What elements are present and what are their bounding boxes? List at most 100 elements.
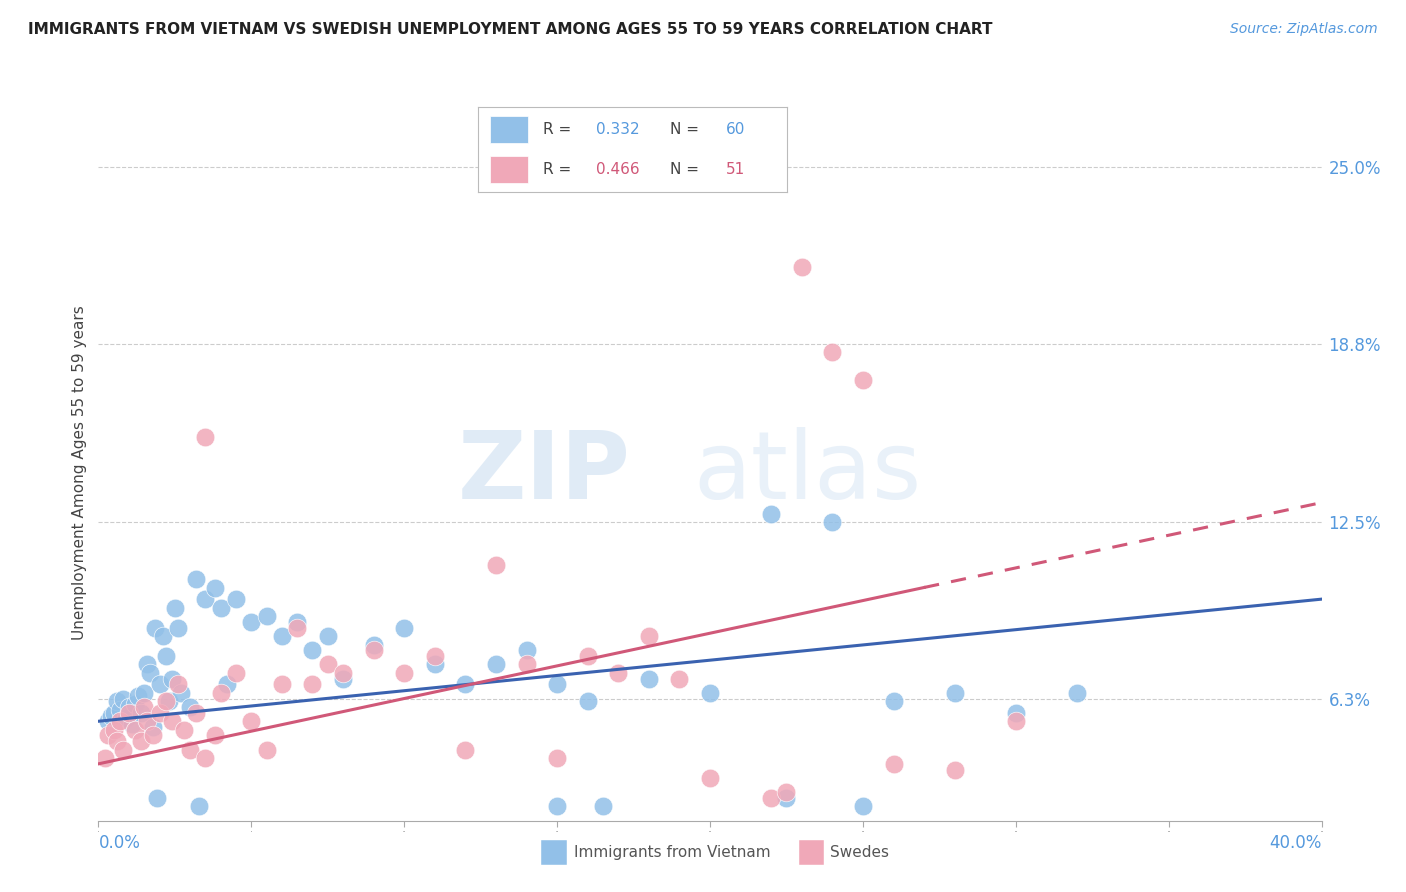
Point [790,260,813,274]
Point [167,677,190,691]
Point [194,592,217,607]
Point [152,629,174,643]
Point [225,592,247,607]
Point [638,629,661,643]
Point [136,714,159,729]
Point [316,657,339,672]
Point [363,638,385,652]
Point [186,706,208,720]
Point [883,756,905,771]
Point [256,609,278,624]
Point [423,657,446,672]
Point [775,791,797,805]
Point [142,728,165,742]
Point [576,648,599,663]
Point [149,677,172,691]
Point [485,657,508,672]
Point [392,665,416,680]
Point [129,734,152,748]
FancyBboxPatch shape [491,116,527,143]
Point [97,728,120,742]
Point [204,581,226,595]
Point [943,686,966,700]
Point [576,694,599,708]
Text: Source: ZipAtlas.com: Source: ZipAtlas.com [1230,22,1378,37]
Point [270,629,294,643]
Point [173,723,195,737]
Point [134,700,156,714]
Point [194,430,217,444]
Point [1004,714,1026,729]
Point [118,706,141,720]
Point [143,621,166,635]
Point [186,572,208,586]
Point [115,711,138,725]
Point [316,629,339,643]
Text: R =: R = [543,121,576,136]
Point [668,672,690,686]
Point [883,694,905,708]
Point [160,672,183,686]
Y-axis label: Unemployment Among Ages 55 to 59 years: Unemployment Among Ages 55 to 59 years [72,305,87,640]
Text: Swedes: Swedes [830,846,889,860]
Text: 0.0%: 0.0% [98,834,141,852]
Point [139,665,162,680]
Point [209,686,232,700]
Point [240,714,263,729]
Point [121,717,143,731]
Text: R =: R = [543,162,576,178]
Point [852,374,875,388]
Point [821,345,844,359]
Point [699,686,721,700]
Point [118,700,141,714]
Point [256,742,278,756]
Point [546,799,568,814]
Point [149,706,172,720]
Point [1004,706,1026,720]
Point [240,615,263,629]
Point [775,785,797,799]
Point [108,714,131,729]
Point [188,799,211,814]
Point [103,723,125,737]
Text: 60: 60 [725,121,745,136]
Point [167,621,190,635]
Point [592,799,614,814]
Point [142,720,165,734]
Point [332,665,354,680]
Point [761,507,783,521]
Point [127,689,149,703]
Point [136,657,159,672]
FancyBboxPatch shape [491,156,527,183]
Point [516,643,538,657]
Point [638,672,661,686]
Point [170,686,193,700]
Point [761,791,783,805]
Text: N =: N = [669,162,703,178]
Point [124,723,146,737]
Point [157,694,180,708]
Point [124,697,146,711]
Point [179,742,201,756]
Point [546,751,568,765]
Text: Immigrants from Vietnam: Immigrants from Vietnam [574,846,770,860]
Point [454,742,477,756]
Text: 0.466: 0.466 [596,162,640,178]
Point [285,621,308,635]
Point [100,708,122,723]
Point [194,751,217,765]
Point [179,700,201,714]
Point [105,694,128,708]
Point [699,771,721,785]
Point [204,728,226,742]
Point [155,648,177,663]
Text: 51: 51 [725,162,745,178]
Point [516,657,538,672]
Point [607,665,630,680]
Text: N =: N = [669,121,703,136]
Point [270,677,294,691]
Point [160,714,183,729]
Point [134,686,156,700]
Text: atlas: atlas [693,426,922,519]
Text: 0.332: 0.332 [596,121,640,136]
